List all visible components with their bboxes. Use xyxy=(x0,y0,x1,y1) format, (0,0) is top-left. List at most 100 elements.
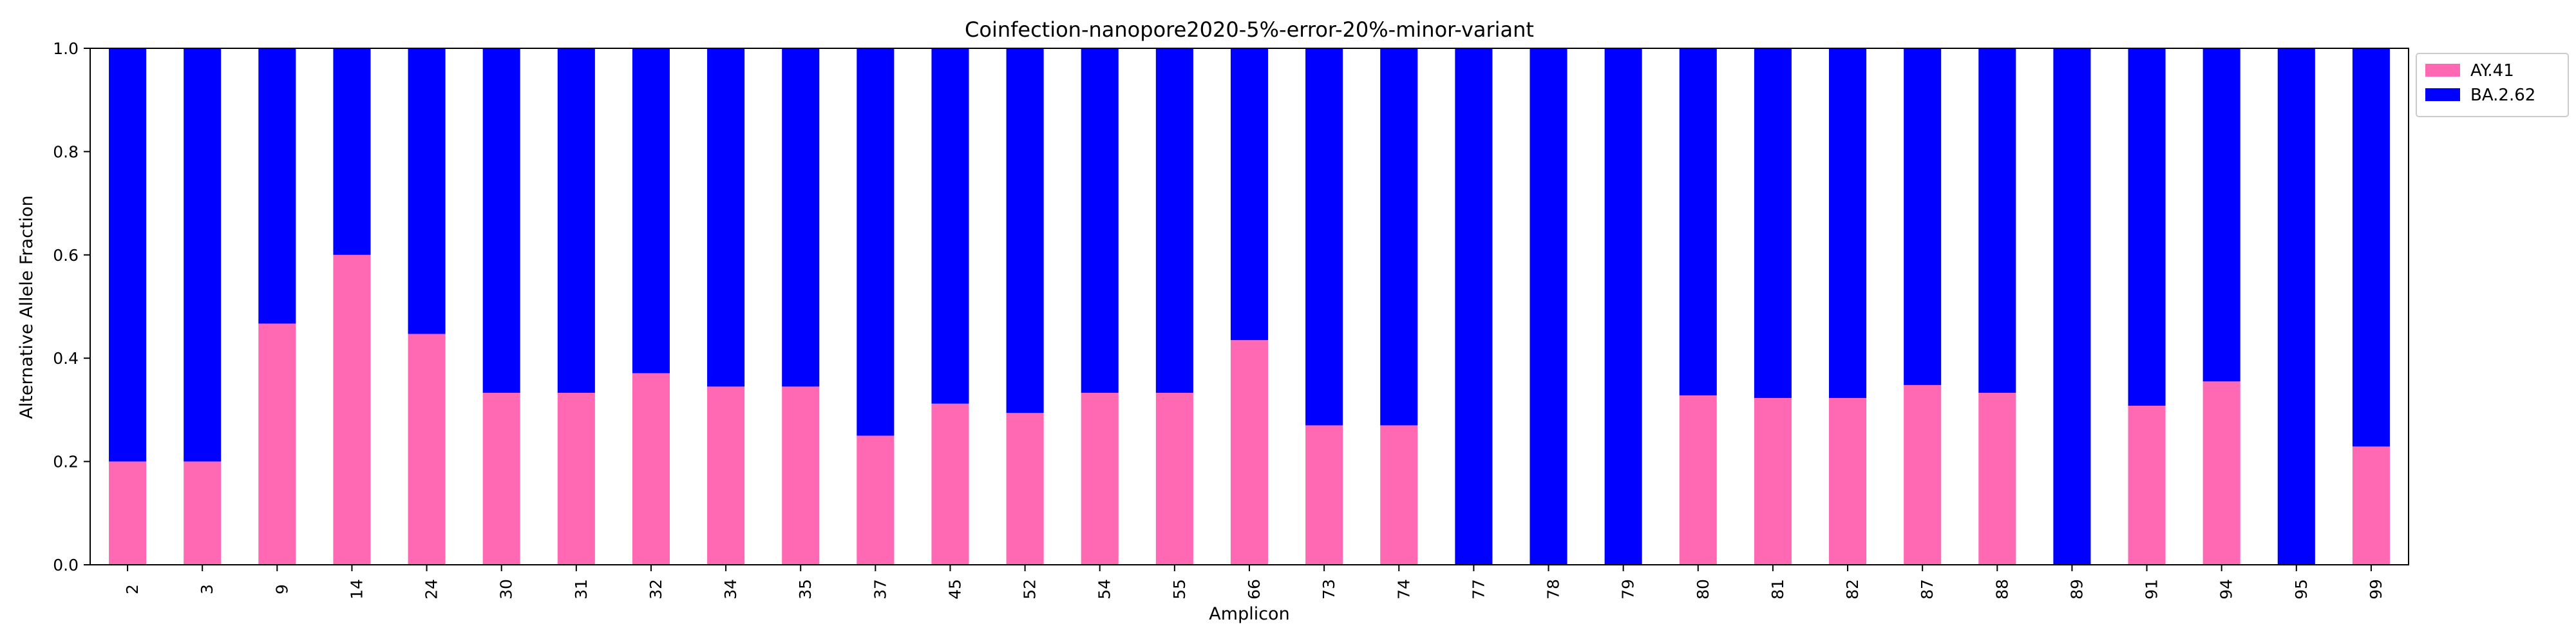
x-tick-label: 94 xyxy=(2217,579,2236,600)
x-tick-label: 54 xyxy=(1095,579,1114,600)
bar-ba262-94 xyxy=(2202,48,2240,382)
bar-ba262-2 xyxy=(109,48,147,462)
bar-ay41-55 xyxy=(1155,392,1193,565)
bar-ba262-66 xyxy=(1230,48,1269,341)
y-tick-label: 0.0 xyxy=(53,556,79,574)
y-tick-label: 1.0 xyxy=(53,39,79,58)
x-tick-label: 3 xyxy=(198,584,216,594)
bar-ba262-30 xyxy=(482,48,520,393)
bar-ay41-82 xyxy=(1829,397,1867,565)
bar-ba262-54 xyxy=(1081,48,1119,393)
bar-ba262-91 xyxy=(2128,48,2166,406)
bar-ay41-35 xyxy=(782,386,820,565)
bar-ay41-54 xyxy=(1081,392,1119,565)
x-tick-label: 34 xyxy=(721,579,740,600)
bar-ay41-91 xyxy=(2128,405,2166,565)
bar-ay41-94 xyxy=(2202,381,2240,565)
bar-ay41-80 xyxy=(1679,395,1717,565)
bar-ba262-34 xyxy=(707,48,745,387)
x-tick-label: 35 xyxy=(796,579,815,600)
legend-swatch xyxy=(2425,64,2460,77)
bar-ba262-45 xyxy=(931,48,969,404)
x-tick-label: 9 xyxy=(272,584,291,594)
x-tick-label: 89 xyxy=(2067,579,2086,600)
y-tick-label: 0.8 xyxy=(53,142,79,161)
x-tick-label: 80 xyxy=(1694,579,1712,600)
bar-ay41-74 xyxy=(1380,425,1418,565)
x-tick-label: 95 xyxy=(2292,579,2311,600)
bar-ay41-52 xyxy=(1006,413,1044,565)
x-axis-label: Amplicon xyxy=(1209,604,1289,624)
chart-title: Coinfection-nanopore2020-5%-error-20%-mi… xyxy=(965,17,1534,42)
x-tick-label: 55 xyxy=(1170,579,1189,600)
bar-ay41-73 xyxy=(1305,425,1343,565)
x-tick-label: 73 xyxy=(1320,579,1338,600)
bar-ba262-95 xyxy=(2277,48,2315,565)
bar-ay41-45 xyxy=(931,403,969,565)
bar-ba262-99 xyxy=(2352,48,2390,447)
bar-ba262-73 xyxy=(1305,48,1343,426)
bar-ay41-9 xyxy=(258,323,296,565)
bar-ay41-14 xyxy=(333,254,371,565)
x-tick-label: 24 xyxy=(422,579,441,600)
bar-ay41-24 xyxy=(408,334,446,565)
bar-ba262-82 xyxy=(1829,48,1867,398)
x-tick-label: 45 xyxy=(945,579,964,600)
bar-ay41-88 xyxy=(1978,392,2016,565)
x-tick-label: 81 xyxy=(1768,579,1787,600)
bar-ay41-3 xyxy=(184,461,222,565)
bar-ba262-9 xyxy=(258,48,296,324)
bar-ba262-24 xyxy=(408,48,446,334)
x-tick-label: 82 xyxy=(1843,579,1862,600)
legend-label: AY.41 xyxy=(2470,61,2514,80)
plot-frame xyxy=(90,48,2409,565)
bar-ba262-3 xyxy=(184,48,222,462)
x-tick-label: 37 xyxy=(871,579,889,600)
bar-ba262-35 xyxy=(782,48,820,387)
x-tick-label: 30 xyxy=(497,579,516,600)
bar-ay41-31 xyxy=(557,392,595,565)
x-tick-label: 78 xyxy=(1544,579,1563,600)
bar-ay41-87 xyxy=(1904,384,1942,565)
bar-ay41-99 xyxy=(2352,446,2390,565)
x-tick-label: 87 xyxy=(1918,579,1937,600)
x-tick-label: 88 xyxy=(1993,579,2011,600)
bar-ba262-89 xyxy=(2053,48,2091,565)
bar-ba262-78 xyxy=(1530,48,1567,565)
x-tick-label: 91 xyxy=(2143,579,2161,600)
x-tick-label: 99 xyxy=(2367,579,2385,600)
bar-ba262-88 xyxy=(1978,48,2016,393)
y-tick-label: 0.2 xyxy=(53,453,79,471)
bar-ba262-87 xyxy=(1904,48,1942,385)
bar-ba262-80 xyxy=(1679,48,1717,395)
x-tick-label: 74 xyxy=(1394,579,1413,600)
bar-ay41-81 xyxy=(1754,397,1792,565)
x-tick-label: 32 xyxy=(647,579,665,600)
x-tick-label: 2 xyxy=(123,584,142,594)
bar-ba262-37 xyxy=(857,48,895,436)
bar-ba262-52 xyxy=(1006,48,1044,413)
bar-ba262-74 xyxy=(1380,48,1418,426)
legend: AY.41 BA.2.62 xyxy=(2416,53,2569,117)
y-axis-label: Alternative Allele Fraction xyxy=(17,195,37,419)
x-tick-label: 31 xyxy=(572,579,591,600)
bar-ay41-2 xyxy=(109,461,147,565)
x-tick-label: 14 xyxy=(347,579,366,600)
bar-ba262-31 xyxy=(557,48,595,393)
x-tick-label: 66 xyxy=(1245,579,1264,600)
bar-ay41-34 xyxy=(707,386,745,565)
bar-ba262-81 xyxy=(1754,48,1792,398)
bar-ba262-32 xyxy=(632,48,670,374)
x-tick-label: 79 xyxy=(1619,579,1638,600)
y-ticks-layer: 0.0 0.2 0.4 0.6 0.8 1.0 xyxy=(53,39,90,574)
legend-label: BA.2.62 xyxy=(2470,86,2535,105)
bar-ay41-37 xyxy=(857,435,895,565)
x-tick-label: 77 xyxy=(1469,579,1488,600)
x-tick-label: 52 xyxy=(1021,579,1039,600)
y-tick-label: 0.4 xyxy=(53,349,79,368)
bar-ba262-55 xyxy=(1155,48,1193,393)
bar-ay41-30 xyxy=(482,392,520,565)
bar-ay41-66 xyxy=(1230,340,1269,565)
